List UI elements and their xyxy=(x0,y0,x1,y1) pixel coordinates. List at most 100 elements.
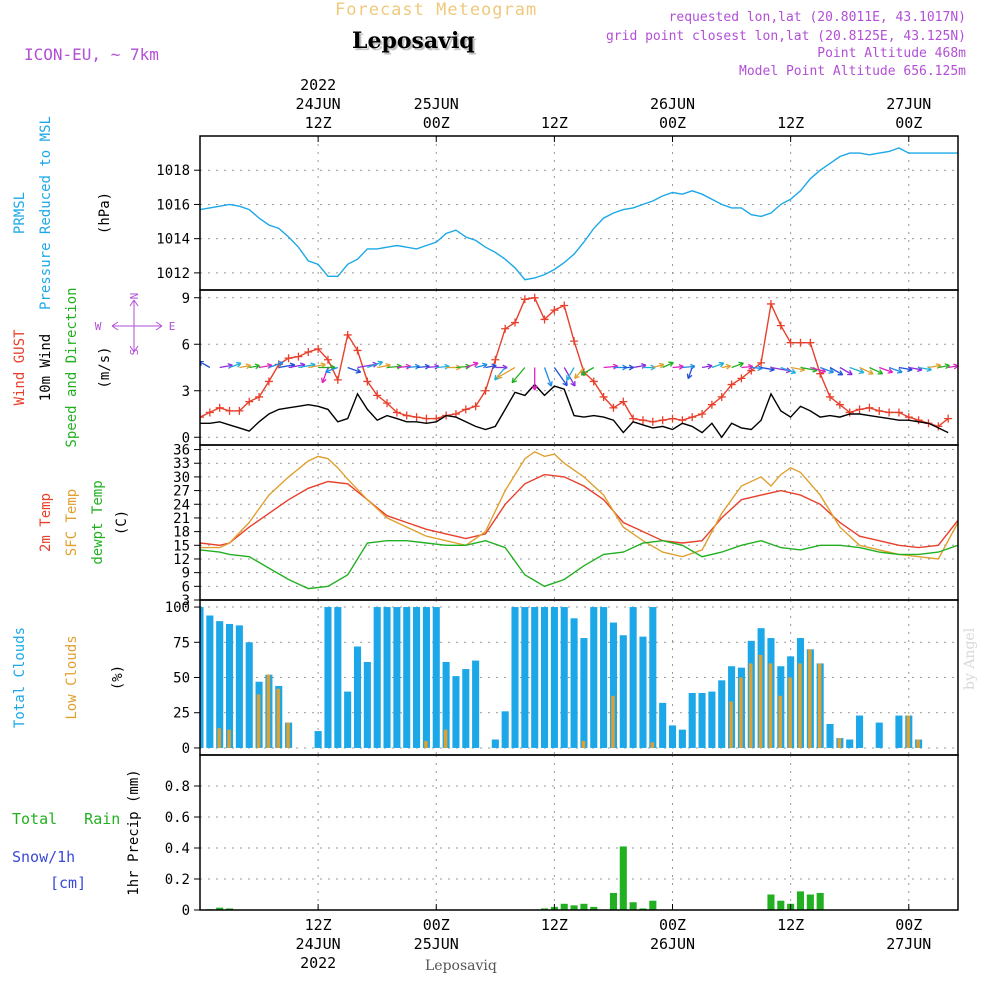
clouds-total-bar xyxy=(895,715,903,748)
gust-marker xyxy=(865,403,874,412)
wind-direction-arrow xyxy=(839,366,853,376)
precip-label-total-rain: Total Rain xyxy=(12,810,120,828)
gust-marker xyxy=(707,400,716,409)
gust-marker xyxy=(638,416,647,425)
temperature-ytick-label: 33 xyxy=(173,456,190,472)
gust-marker xyxy=(570,337,579,346)
grid-point: grid point closest lon,lat (20.8125E, 43… xyxy=(605,29,966,44)
clouds-label: (%) xyxy=(110,665,126,690)
temperature-ytick-label: 15 xyxy=(173,538,190,554)
wind-direction-arrow xyxy=(682,363,696,370)
bottom-time-label: 24JUN xyxy=(296,935,341,953)
temperature-ytick-label: 36 xyxy=(173,443,190,459)
temperature-frame xyxy=(199,444,959,601)
clouds-total-bar xyxy=(688,693,696,748)
gust-marker xyxy=(215,403,224,412)
temperature-ytick-label: 30 xyxy=(173,470,190,486)
pressure-ytick-label: 1016 xyxy=(156,197,190,213)
gust-marker xyxy=(363,377,372,386)
top-time-label: 12Z xyxy=(305,114,332,132)
clouds-low-bar xyxy=(729,701,733,748)
wind-label: 10m Wind xyxy=(38,334,54,401)
bottom-time-label: 26JUN xyxy=(650,935,695,953)
temperature-ytick-label: 3 xyxy=(182,593,190,609)
gust-marker xyxy=(855,405,864,414)
precip-ytick-label: 0.6 xyxy=(165,810,190,826)
wind-direction-arrow xyxy=(711,361,725,369)
clouds-total-bar xyxy=(353,646,362,748)
wind-direction-arrow xyxy=(566,367,575,381)
pressure-prmsl-line xyxy=(200,147,958,281)
clouds-total-bar xyxy=(442,662,450,748)
gust-marker xyxy=(737,374,746,383)
clouds-total-bar xyxy=(718,680,726,748)
clouds-marks xyxy=(200,607,923,748)
gust-marker xyxy=(698,410,707,418)
clouds-total-bar xyxy=(206,615,214,748)
precip-rain-bar xyxy=(767,894,775,910)
clouds-low-bar xyxy=(443,729,448,748)
top-time-label: 00Z xyxy=(659,114,686,132)
wind-direction-arrow xyxy=(731,361,744,369)
wind-direction-arrow xyxy=(511,367,526,384)
clouds-total-bar xyxy=(324,607,332,748)
clouds-total-bar xyxy=(511,607,519,748)
precip-rain-bar xyxy=(777,900,785,910)
precip-panel: 0 0.2 0.4 0.6 0.8 Total Rain Snow/1h [cm] 1hr Pr… xyxy=(12,754,959,919)
bottom-time-label: 12Z xyxy=(777,916,804,934)
compass-e: E xyxy=(169,320,176,333)
clouds-total-bar xyxy=(600,607,608,748)
wind-direction-arrow xyxy=(721,363,732,370)
wind-label: Wind GUST xyxy=(12,329,28,405)
precip-rain-bar xyxy=(580,903,588,910)
clouds-total-bar xyxy=(570,618,578,748)
gust-marker xyxy=(200,413,204,422)
clouds-low-bar xyxy=(650,742,655,748)
gust-marker xyxy=(845,408,854,417)
gust-marker xyxy=(383,399,392,408)
clouds-total-bar xyxy=(550,607,558,748)
clouds-low-bar xyxy=(424,740,428,748)
wind-direction-arrow xyxy=(465,361,479,369)
wind-direction-arrow xyxy=(888,366,903,374)
temperature-t2m-line xyxy=(200,473,958,549)
clouds-low-bar xyxy=(798,663,802,748)
temperature-ytick-label: 6 xyxy=(182,579,190,595)
temperature-marks xyxy=(200,450,958,590)
gust-marker xyxy=(245,397,254,406)
pressure-label: Pressure Reduced to MSL xyxy=(38,116,54,310)
gust-marker xyxy=(796,338,805,347)
precip-rain-bar xyxy=(649,900,657,910)
clouds-total-bar xyxy=(200,607,204,748)
clouds-total-bar xyxy=(334,607,342,748)
clouds-total-bar xyxy=(619,635,627,748)
precip-rain-bar xyxy=(570,905,578,910)
wind-direction-arrow xyxy=(623,364,634,371)
precip-marks xyxy=(200,846,958,910)
temperature-ytick-label: 24 xyxy=(173,497,190,513)
wind-direction-arrow xyxy=(495,364,508,371)
bottom-time-label: 00Z xyxy=(659,916,686,934)
clouds-total-bar xyxy=(659,702,667,748)
gust-marker xyxy=(609,403,618,412)
pressure-marks xyxy=(200,147,958,281)
compass-w: W xyxy=(95,320,102,333)
gust-marker xyxy=(235,406,244,415)
gust-marker xyxy=(511,318,520,327)
wind-marks xyxy=(200,293,958,439)
wind-direction-arrow xyxy=(672,363,684,370)
footer-place: Leposaviq xyxy=(425,958,497,974)
precip-rain-bar xyxy=(590,906,598,910)
clouds-ytick-label: 75 xyxy=(173,635,190,651)
wind-direction-arrow xyxy=(574,367,585,379)
precip-rain-bar xyxy=(541,908,549,910)
wind-ytick-label: 6 xyxy=(182,337,190,353)
gust-marker xyxy=(205,408,214,417)
clouds-low-bar xyxy=(837,738,842,748)
clouds-low-bar xyxy=(758,654,763,748)
bottom-time-label: 12Z xyxy=(305,916,332,934)
gust-marker xyxy=(816,369,825,378)
precip-rain-bar xyxy=(629,902,637,910)
